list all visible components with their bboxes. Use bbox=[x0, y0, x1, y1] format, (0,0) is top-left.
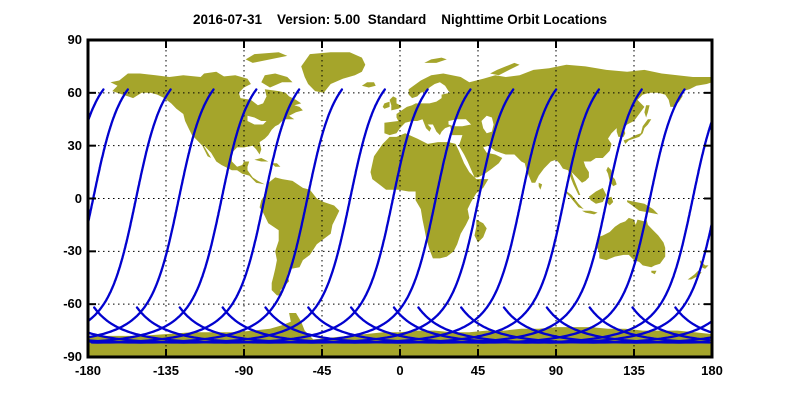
landmass bbox=[644, 105, 650, 118]
x-axis-tick-label: -45 bbox=[312, 363, 332, 378]
x-axis-tick-label: 135 bbox=[623, 363, 645, 378]
orbit-track bbox=[674, 306, 712, 334]
y-axis-tick-label: -90 bbox=[63, 349, 82, 364]
landmass bbox=[389, 96, 402, 111]
landmass bbox=[424, 57, 447, 63]
y-axis-tick-label: 90 bbox=[67, 32, 82, 47]
x-axis-tick-label: -90 bbox=[234, 363, 254, 378]
landmass bbox=[595, 217, 666, 268]
landmass bbox=[564, 189, 584, 210]
orbit-track bbox=[545, 306, 710, 344]
orbit-track bbox=[88, 88, 172, 322]
chart-title: 2016-07-31 Version: 5.00 Standard Nightt… bbox=[192, 12, 608, 27]
landmass bbox=[361, 82, 376, 88]
orbit-track bbox=[88, 88, 129, 225]
landmass bbox=[627, 200, 659, 215]
landmass bbox=[245, 52, 288, 63]
x-axis-tick-label: -135 bbox=[152, 363, 180, 378]
x-axis-tick-label: -180 bbox=[74, 363, 102, 378]
landmass bbox=[301, 52, 366, 93]
landmass bbox=[198, 71, 225, 81]
y-axis-tick-label: 0 bbox=[74, 190, 82, 206]
y-axis-tick-label: 60 bbox=[67, 84, 82, 100]
orbit-track bbox=[588, 306, 711, 344]
orbit-track bbox=[88, 88, 105, 122]
orbit-track bbox=[631, 306, 711, 342]
landmass bbox=[271, 163, 281, 167]
x-axis-tick-label: 45 bbox=[470, 363, 486, 378]
y-axis-tick-label: 30 bbox=[67, 137, 82, 153]
inland-sea bbox=[247, 115, 267, 125]
orbit-track bbox=[90, 88, 301, 344]
orbit-track bbox=[89, 88, 215, 339]
inland-sea bbox=[481, 115, 494, 134]
orbit-track bbox=[89, 88, 258, 343]
landmass bbox=[382, 101, 390, 109]
landmass bbox=[261, 73, 293, 88]
landmass bbox=[538, 182, 543, 190]
plot-area bbox=[88, 40, 712, 357]
x-axis-tick-label: 180 bbox=[701, 363, 723, 378]
orbit-track bbox=[88, 88, 344, 344]
plot-border bbox=[86, 38, 714, 359]
orbit-track bbox=[392, 119, 712, 344]
x-axis-tick-label: 90 bbox=[548, 363, 564, 378]
landmass bbox=[254, 158, 269, 162]
y-axis-tick-label: -60 bbox=[63, 296, 82, 312]
landmass bbox=[582, 210, 598, 215]
landmass bbox=[623, 119, 652, 144]
y-axis-tick-label: -30 bbox=[63, 243, 82, 259]
landmass bbox=[588, 187, 607, 204]
orbit-track bbox=[88, 88, 386, 344]
landmass bbox=[110, 73, 303, 185]
x-axis-tick-label: 0 bbox=[396, 363, 404, 378]
landmass bbox=[651, 270, 657, 275]
landmass bbox=[490, 62, 520, 76]
